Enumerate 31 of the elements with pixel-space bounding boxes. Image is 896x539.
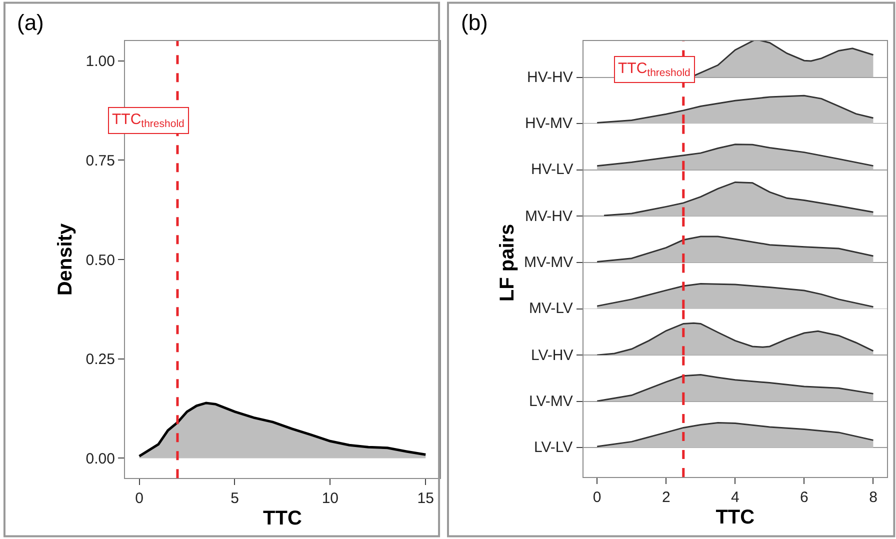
y-tick-label: 0.25 [86,351,115,368]
y-axis-title: LV-LV [534,439,573,456]
x-tick-label: 5 [230,490,239,508]
annotation: TTC$_{threshold}$ [618,60,691,80]
y-axis-title: HV-HV [527,69,573,86]
annotation: TTC$_{threshold}$ [112,111,185,130]
x-tick-label: 6 [800,489,808,506]
chart-title: (a) [17,10,44,35]
y-tick-label: 0.50 [86,252,115,269]
text: LF pairs [496,224,519,302]
y-axis-title: LV-HV [531,347,574,364]
y-axis-title: HV-LV [531,161,574,178]
y-tick-label: 0.00 [86,450,115,468]
x-tick-label: 2 [662,489,670,506]
y-axis-title: Density [54,222,76,296]
x-tick-label: 15 [417,490,434,508]
x-tick-label: 0 [592,489,602,506]
y-axis-title: MV-HV [525,208,573,225]
chart-title: (b) [461,10,488,35]
x-tick-label: 10 [322,490,339,508]
y-axis-title: MV-LV [529,300,573,317]
x-tick-label: 0 [135,490,144,508]
y-tick-label: 1.00 [86,53,115,70]
x-axis-title: TTC [263,508,302,530]
x-tick-label: 8 [869,489,878,506]
x-tick-label: 4 [730,489,740,506]
y-tick-label: 0.75 [86,152,115,170]
y-axis-title: LV-MV [529,393,573,410]
y-axis-title: HV-MV [525,115,573,132]
x-axis-title: TTC [716,506,755,528]
y-axis-title: MV-MV [524,254,574,271]
